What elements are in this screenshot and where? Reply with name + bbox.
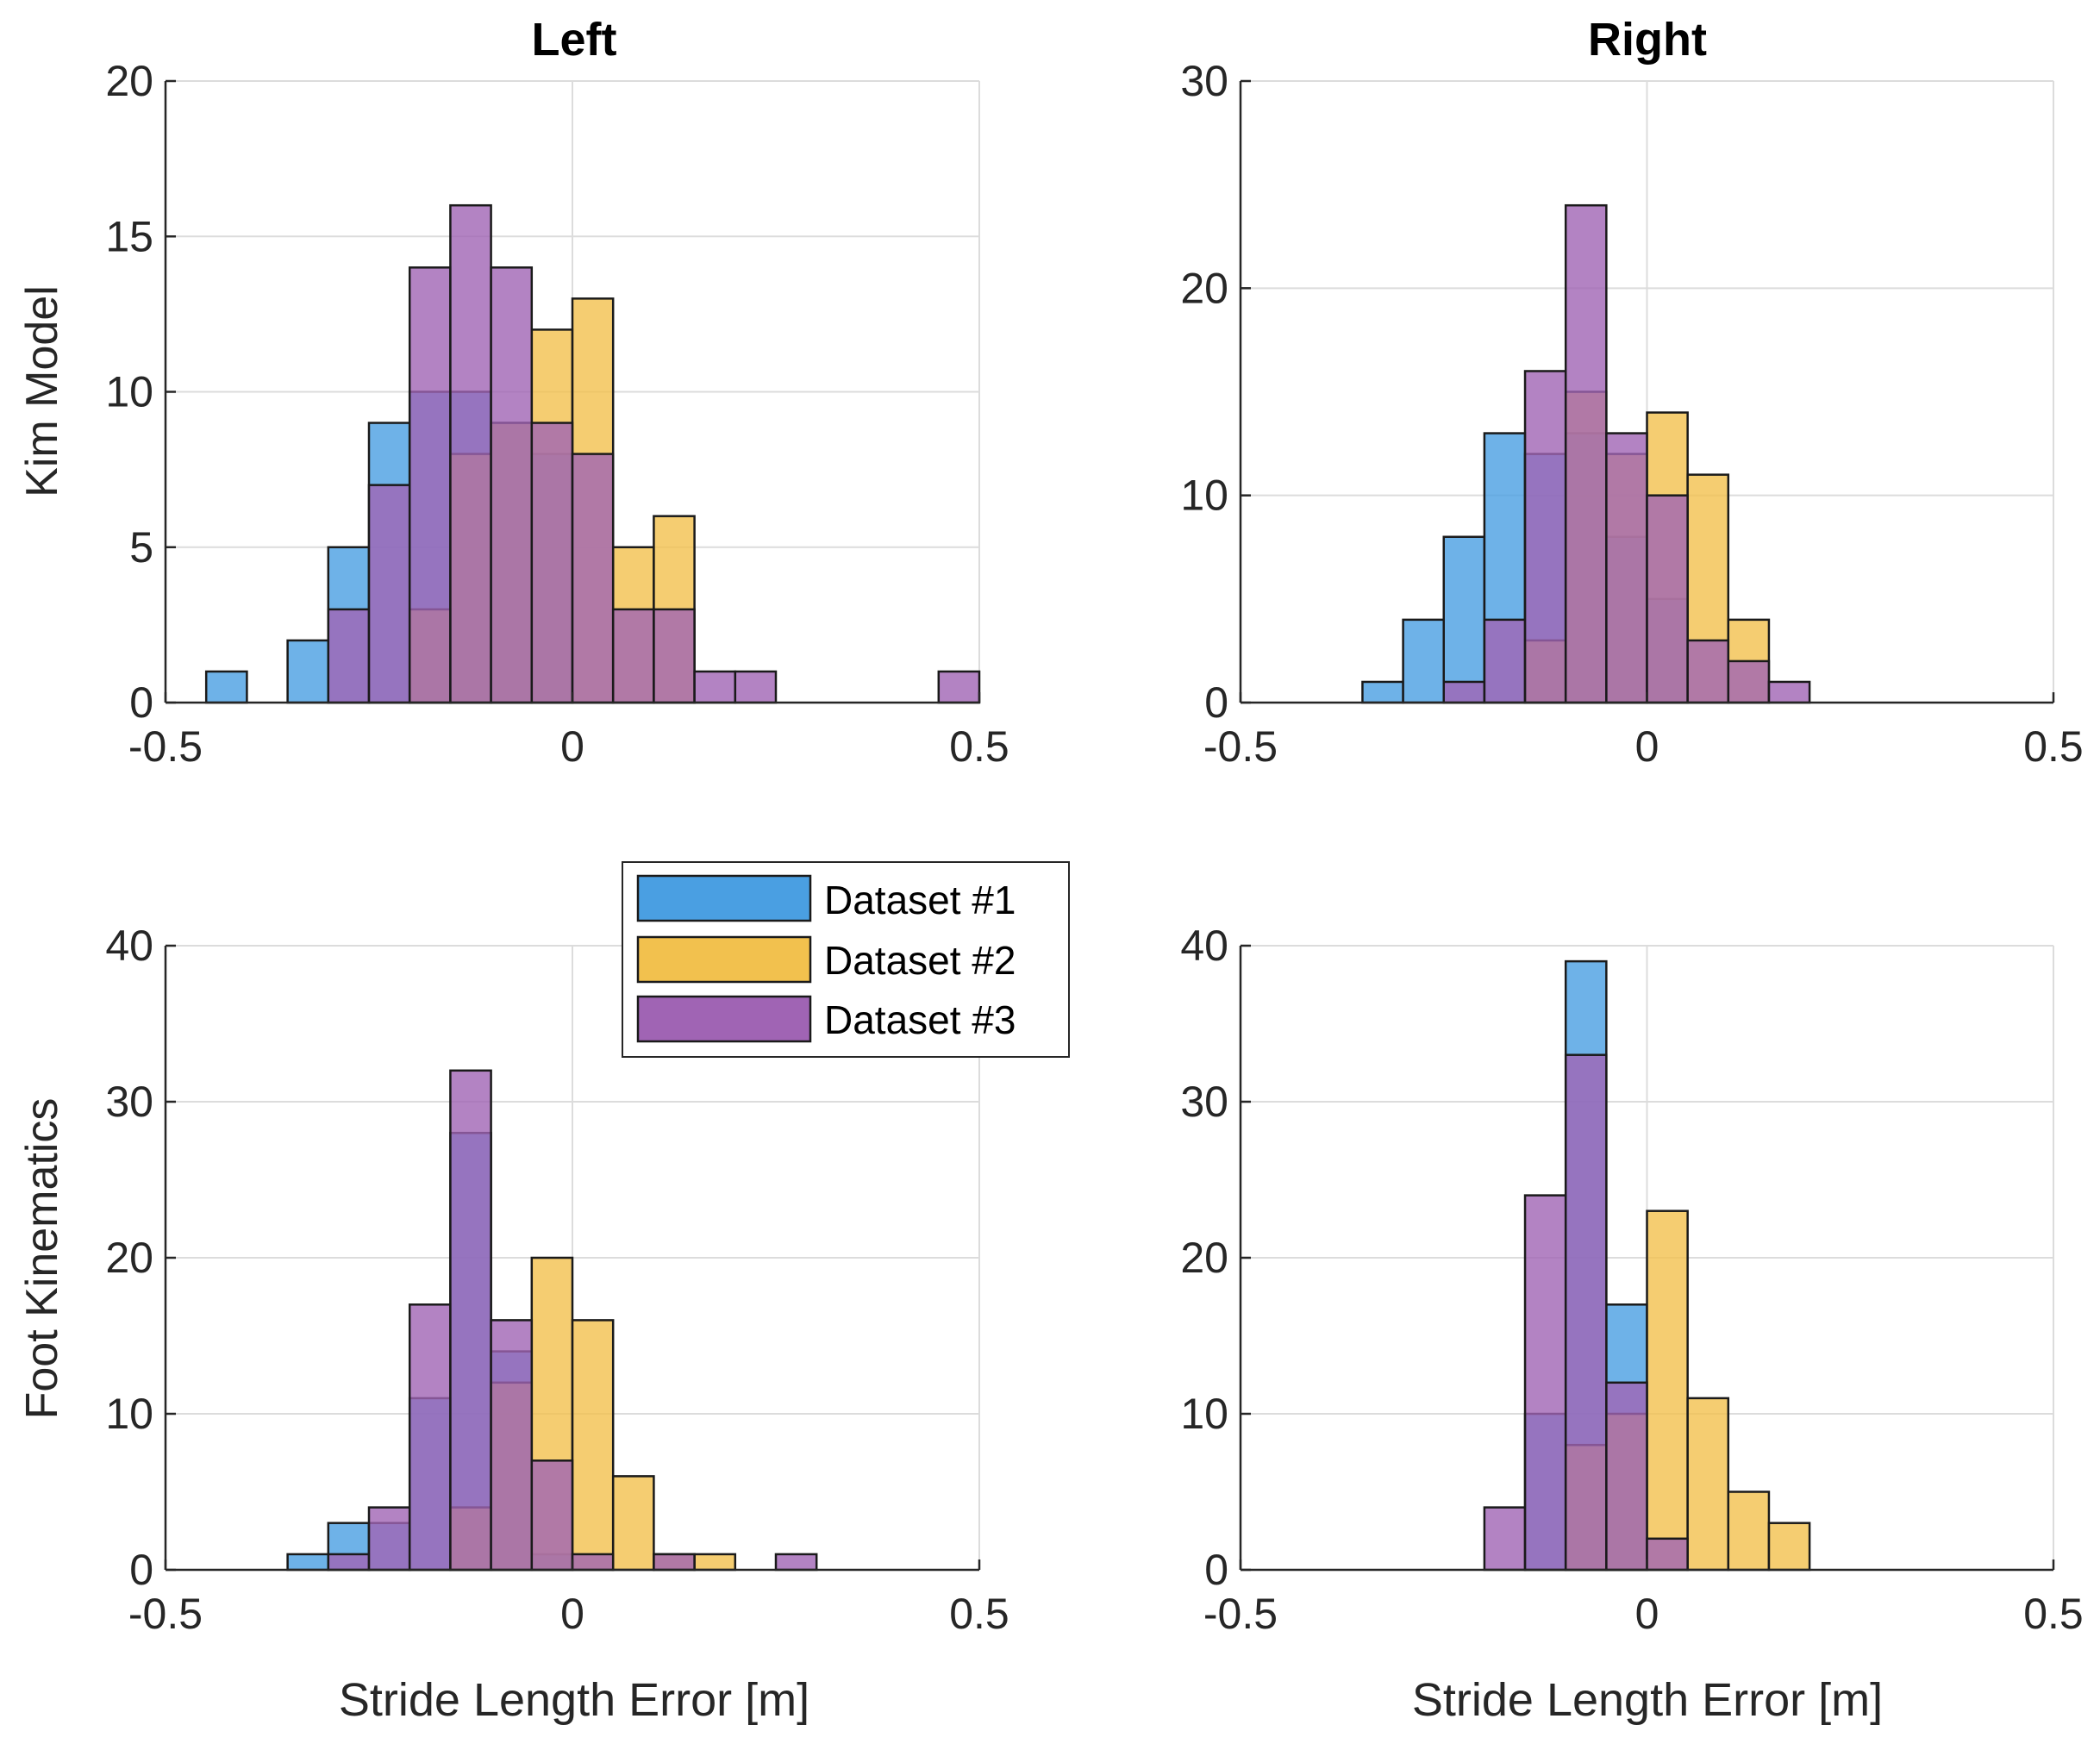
bar-dataset-3-8 — [1767, 680, 1811, 704]
x-tick-label-2: 0.5 — [2023, 1590, 2084, 1638]
row-label-kim-model: Kim Model — [17, 285, 67, 497]
x-tick-label-0: -0.5 — [128, 722, 203, 771]
bar-dataset-3-8 — [774, 1553, 818, 1572]
legend-swatch-dataset-3 — [636, 995, 812, 1043]
legend-label-dataset-2: Dataset #2 — [824, 938, 1016, 983]
bar-dataset-3-7 — [653, 1553, 696, 1572]
x-tick-label-2: 0.5 — [2023, 722, 2084, 771]
bar-dataset-3-8 — [653, 608, 696, 704]
y-tick-label-1: 5 — [129, 523, 153, 572]
bar-dataset-3-5 — [1646, 494, 1689, 704]
bar-dataset-3-3 — [1605, 1381, 1648, 1572]
y-tick-label-3: 30 — [105, 1078, 153, 1126]
bar-dataset-3-1 — [367, 1506, 411, 1572]
bar-dataset-3-10 — [734, 670, 778, 704]
column-title-right: Right — [1588, 14, 1707, 66]
bar-dataset-3-0 — [327, 608, 371, 704]
y-tick-label-1: 10 — [1180, 472, 1228, 520]
bar-dataset-3-1 — [1523, 1194, 1567, 1572]
bar-dataset-3-2 — [408, 1303, 452, 1572]
y-tick-label-2: 20 — [1180, 1234, 1228, 1282]
bar-dataset-2-3 — [1686, 1397, 1730, 1572]
y-tick-label-2: 20 — [1180, 264, 1228, 312]
y-tick-label-3: 30 — [1180, 57, 1228, 105]
y-tick-label-1: 10 — [105, 1390, 153, 1438]
bar-dataset-1-2 — [1442, 535, 1486, 704]
x-tick-label-0: -0.5 — [1203, 1590, 1278, 1638]
x-tick-label-1: 0 — [560, 722, 584, 771]
legend-swatch-dataset-1 — [636, 874, 812, 922]
bar-dataset-3-4 — [1646, 1537, 1689, 1572]
bar-dataset-1-1 — [286, 639, 330, 704]
bar-dataset-2-6 — [693, 1553, 737, 1572]
bar-dataset-3-5 — [530, 422, 574, 704]
bar-dataset-3-6 — [1686, 639, 1730, 704]
legend-label-dataset-3: Dataset #3 — [824, 997, 1016, 1042]
x-tick-label-0: -0.5 — [128, 1590, 203, 1638]
x-tick-label-1: 0 — [1635, 1590, 1659, 1638]
bar-dataset-3-7 — [1727, 659, 1771, 704]
bar-dataset-3-4 — [1605, 432, 1648, 704]
bar-dataset-3-2 — [1564, 1053, 1608, 1572]
bar-dataset-2-2 — [1646, 1209, 1689, 1572]
bar-dataset-3-2 — [1523, 370, 1567, 704]
y-tick-label-4: 20 — [105, 57, 153, 105]
bar-dataset-1-1 — [1402, 618, 1445, 704]
bar-dataset-2-4 — [1727, 1491, 1771, 1572]
x-tick-label-0: -0.5 — [1203, 722, 1278, 771]
bar-dataset-2-4 — [611, 1475, 655, 1572]
y-tick-label-0: 0 — [129, 678, 153, 727]
legend-item-dataset-1: Dataset #1 — [636, 874, 1016, 922]
row-label-foot-kinematics: Foot Kinematics — [17, 1098, 67, 1420]
bar-dataset-1-0 — [286, 1553, 330, 1572]
column-title-left: Left — [532, 14, 617, 66]
bar-dataset-3-5 — [530, 1459, 574, 1572]
legend-label-dataset-1: Dataset #1 — [824, 878, 1016, 922]
y-tick-label-4: 40 — [105, 922, 153, 970]
y-tick-label-2: 20 — [105, 1234, 153, 1282]
y-tick-label-2: 10 — [105, 368, 153, 416]
xlabel-left: Stride Length Error [m] — [339, 1674, 809, 1726]
bar-dataset-3-9 — [693, 670, 737, 704]
bar-dataset-3-6 — [571, 453, 615, 704]
legend: Dataset #1 Dataset #2 Dataset #3 — [622, 861, 1070, 1058]
bar-dataset-2-5 — [1767, 1522, 1811, 1572]
y-tick-label-0: 0 — [129, 1546, 153, 1594]
y-tick-label-3: 15 — [105, 212, 153, 260]
bar-dataset-3-3 — [1564, 203, 1608, 704]
bar-dataset-3-4 — [490, 1319, 534, 1572]
bar-dataset-3-1 — [1483, 618, 1527, 704]
bar-dataset-3-4 — [490, 266, 534, 704]
y-tick-label-3: 30 — [1180, 1078, 1228, 1126]
y-tick-label-4: 40 — [1180, 922, 1228, 970]
y-tick-label-0: 0 — [1204, 1546, 1228, 1594]
bar-dataset-3-11 — [937, 670, 981, 704]
bar-dataset-3-0 — [327, 1553, 371, 1572]
legend-item-dataset-2: Dataset #2 — [636, 935, 1016, 984]
y-tick-label-0: 0 — [1204, 678, 1228, 727]
bar-dataset-1-0 — [204, 670, 248, 704]
legend-swatch-dataset-2 — [636, 935, 812, 984]
bar-dataset-3-0 — [1483, 1506, 1527, 1572]
bar-dataset-2-3 — [571, 1319, 615, 1572]
x-tick-label-2: 0.5 — [949, 722, 1009, 771]
bar-dataset-3-6 — [571, 1553, 615, 1572]
bar-dataset-3-0 — [1442, 680, 1486, 704]
bar-dataset-3-3 — [449, 1069, 492, 1572]
bar-dataset-1-0 — [1361, 680, 1404, 704]
x-tick-label-2: 0.5 — [949, 1590, 1009, 1638]
bar-dataset-3-3 — [449, 203, 492, 704]
bar-dataset-3-1 — [367, 484, 411, 704]
bar-dataset-3-2 — [408, 266, 452, 704]
x-tick-label-1: 0 — [1635, 722, 1659, 771]
bar-dataset-3-7 — [611, 608, 655, 704]
legend-item-dataset-3: Dataset #3 — [636, 995, 1016, 1043]
xlabel-right: Stride Length Error [m] — [1412, 1674, 1883, 1726]
x-tick-label-1: 0 — [560, 1590, 584, 1638]
y-tick-label-1: 10 — [1180, 1390, 1228, 1438]
